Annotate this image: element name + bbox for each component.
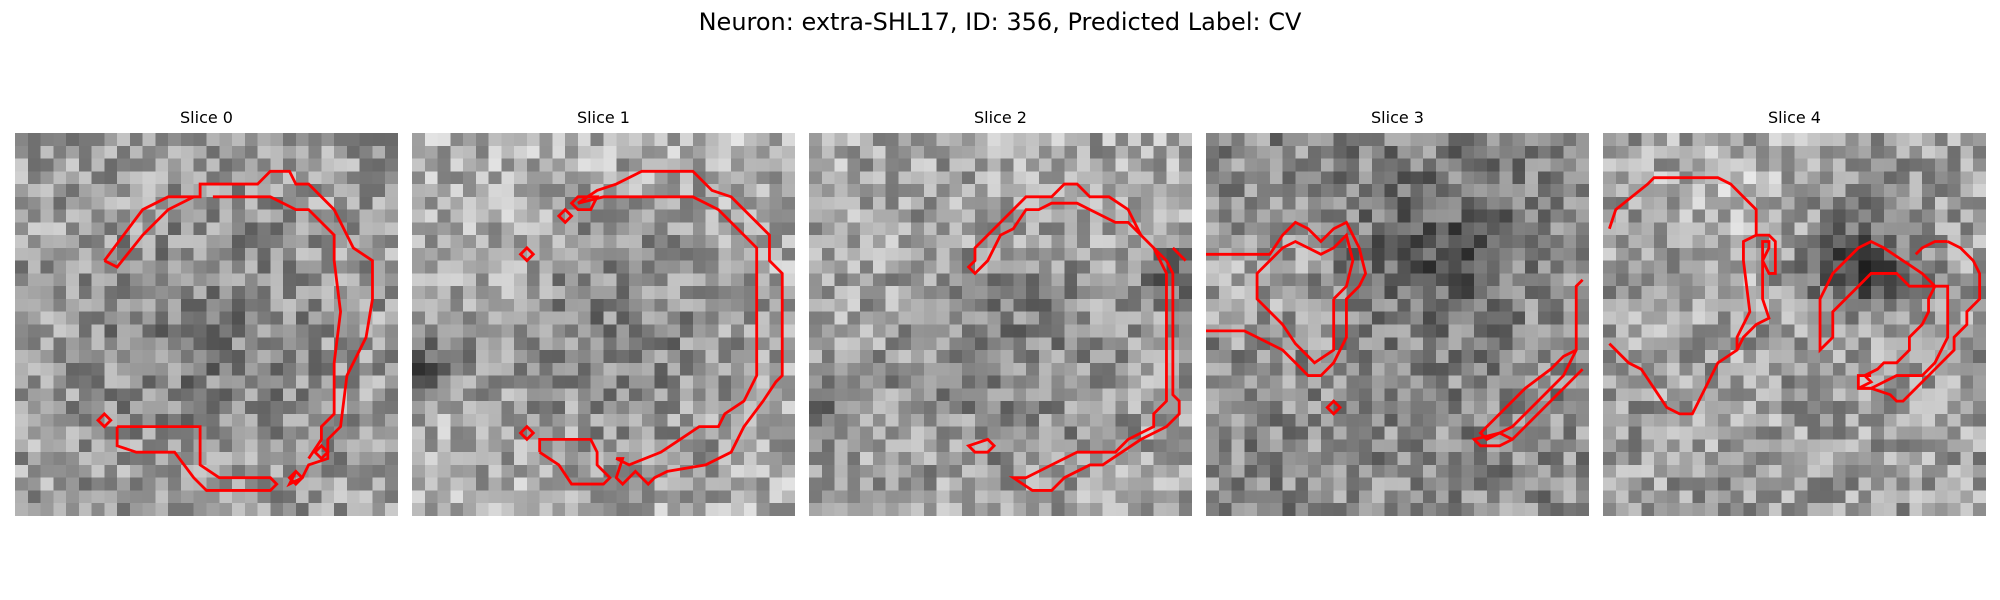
contour-line — [103, 169, 374, 488]
contour-line — [115, 425, 279, 492]
contour-line — [1325, 399, 1343, 416]
contour-line — [212, 195, 342, 460]
slice-image — [1603, 133, 1986, 516]
contour-line — [1171, 246, 1187, 262]
contour-line — [518, 245, 536, 263]
contour-line — [966, 182, 1181, 492]
contour-line — [1818, 239, 1950, 390]
slice-title: Slice 4 — [1768, 108, 1821, 127]
grayscale-pixels — [15, 133, 398, 516]
contour-overlay — [518, 169, 784, 487]
contour-line — [556, 207, 574, 225]
contour-line — [538, 437, 612, 486]
contour-overlay — [1608, 176, 1982, 416]
slice-image — [15, 133, 398, 516]
contour-line — [1471, 368, 1584, 448]
slice-title: Slice 1 — [577, 108, 630, 127]
grayscale-pixels — [809, 133, 1192, 516]
figure-title: Neuron: extra-SHL17, ID: 356, Predicted … — [698, 8, 1302, 36]
contour-overlay — [95, 169, 374, 492]
slice-image — [1206, 133, 1589, 516]
slice-image — [809, 133, 1192, 516]
contour-line — [287, 469, 305, 487]
contour-line — [569, 195, 600, 212]
contour-line — [1914, 240, 1948, 256]
contour-line — [518, 424, 536, 442]
grayscale-pixels — [1206, 133, 1589, 516]
slice-title: Slice 2 — [974, 108, 1027, 127]
contour-line — [313, 443, 330, 461]
contour-line — [95, 411, 113, 429]
contour-line — [1255, 232, 1355, 365]
contour-overlay — [1206, 220, 1584, 448]
contour-line — [965, 437, 997, 454]
grayscale-pixels — [1603, 133, 1986, 516]
contour-line — [103, 195, 195, 269]
contour-line — [1856, 240, 1982, 403]
grayscale-pixels — [412, 133, 795, 516]
contour-line — [1608, 176, 1758, 416]
slice-image — [412, 133, 795, 516]
contour-line — [1735, 233, 1777, 351]
contour-line — [1206, 220, 1368, 377]
slice-title: Slice 0 — [180, 108, 233, 127]
contour-line — [577, 169, 784, 487]
slice-title: Slice 3 — [1371, 108, 1424, 127]
contour-overlay — [965, 182, 1187, 492]
